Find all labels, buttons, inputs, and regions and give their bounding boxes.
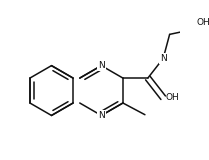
Text: N: N — [98, 61, 105, 70]
Text: N: N — [160, 54, 167, 63]
Text: OH: OH — [166, 93, 179, 102]
Text: N: N — [98, 111, 105, 120]
Text: OH: OH — [196, 18, 209, 28]
